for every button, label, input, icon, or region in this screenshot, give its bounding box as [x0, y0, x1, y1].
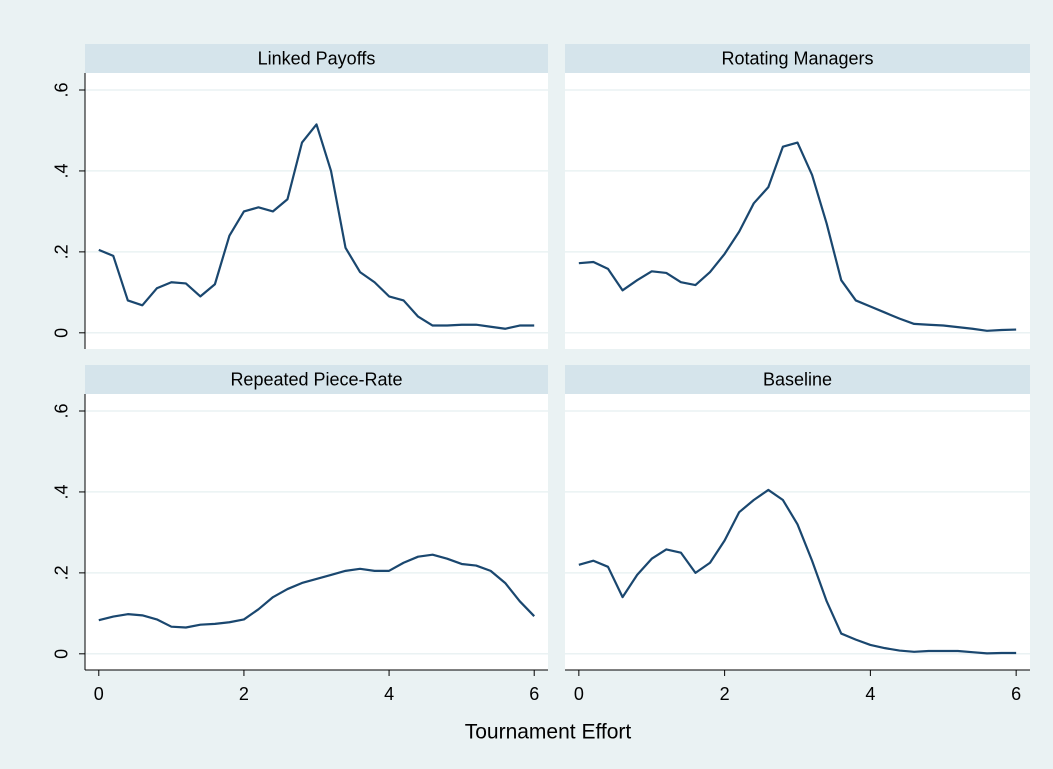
x-tick-label: 2 — [239, 684, 249, 704]
x-tick-label: 0 — [94, 684, 104, 704]
line — [578, 488, 1017, 655]
y-tick-label: 0 — [52, 649, 72, 659]
plot-area — [85, 73, 548, 349]
y-tick-label: .6 — [52, 82, 72, 97]
x-tick-label: 6 — [1011, 684, 1021, 704]
plot-area — [85, 394, 548, 670]
panel-title: Repeated Piece-Rate — [230, 369, 402, 389]
x-axis-label: Tournament Effort — [465, 721, 632, 744]
x-tick-label: 2 — [720, 684, 730, 704]
panel-header — [565, 365, 1030, 394]
panel-header — [85, 365, 548, 394]
y-tick-label: .4 — [52, 163, 72, 178]
panel-title: Linked Payoffs — [258, 48, 376, 68]
panel-title: Rotating Managers — [721, 48, 873, 68]
y-tick-label: 0 — [52, 328, 72, 338]
y-tick-label: .4 — [52, 484, 72, 499]
x-tick-label: 4 — [384, 684, 394, 704]
x-tick-label: 6 — [529, 684, 539, 704]
y-tick-label: .2 — [52, 565, 72, 580]
panel-header — [565, 44, 1030, 73]
y-tick-label: .6 — [52, 403, 72, 418]
plot-area — [565, 73, 1030, 349]
line — [578, 141, 1017, 332]
line — [98, 553, 536, 629]
line — [98, 123, 535, 330]
panel-header — [85, 44, 548, 73]
panel-title: Baseline — [763, 369, 832, 389]
y-tick-label: .2 — [52, 244, 72, 259]
x-tick-label: 4 — [865, 684, 875, 704]
plot-area — [565, 394, 1030, 670]
x-tick-label: 0 — [574, 684, 584, 704]
